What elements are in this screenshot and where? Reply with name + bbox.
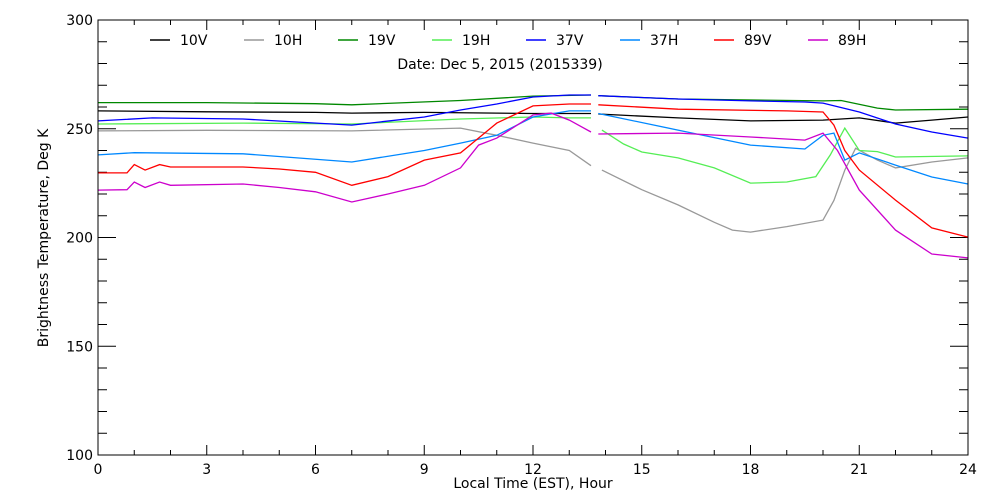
series-line-37V <box>97 94 969 139</box>
legend-label-37V: 37V <box>556 33 584 49</box>
legend-label-10H: 10H <box>274 33 302 49</box>
x-axis-label: Local Time (EST), Hour <box>453 476 613 492</box>
series-line-10H <box>97 127 969 233</box>
y-tick-label: 250 <box>66 122 93 138</box>
y-tick-labels: 100 150 200 250 300 <box>66 13 93 464</box>
series-line-89V <box>98 103 969 238</box>
plot-frame <box>97 19 969 456</box>
y-tick-label: 150 <box>66 339 93 355</box>
legend-label-89V: 89V <box>744 33 772 49</box>
chart-subtitle: Date: Dec 5, 2015 (2015339) <box>397 57 602 73</box>
legend-label-37H: 37H <box>650 33 678 49</box>
x-tick-label: 15 <box>633 462 651 478</box>
x-tick-label: 6 <box>311 462 320 478</box>
x-tick-label: 3 <box>202 462 211 478</box>
x-tick-label: 9 <box>420 462 429 478</box>
legend-label-19H: 19H <box>462 33 490 49</box>
legend-label-89H: 89H <box>838 33 866 49</box>
series-line-89H <box>97 112 969 259</box>
x-tick-label: 0 <box>94 462 103 478</box>
x-tick-label: 18 <box>742 462 760 478</box>
series-line-37H <box>97 110 969 185</box>
y-tick-label: 100 <box>66 448 93 464</box>
x-tick-label: 21 <box>850 462 868 478</box>
legend-label-10V: 10V <box>180 33 208 49</box>
series-lines <box>97 94 969 259</box>
y-tick-label: 200 <box>66 231 93 247</box>
legend-label-19V: 19V <box>368 33 396 49</box>
series-line-19H <box>97 116 969 184</box>
y-axis-label: Brightness Temperature, Deg K <box>36 128 52 347</box>
x-tick-label: 24 <box>959 462 977 478</box>
legend: 10V 10H 19V 19H 37V 37H 89V 89H <box>150 33 866 49</box>
series-line-10V <box>97 110 969 124</box>
y-tick-label: 300 <box>66 13 93 29</box>
axis-ticks <box>97 19 969 456</box>
x-tick-label: 12 <box>524 462 542 478</box>
x-tick-labels: 0 3 6 9 12 15 18 21 24 <box>94 462 977 478</box>
